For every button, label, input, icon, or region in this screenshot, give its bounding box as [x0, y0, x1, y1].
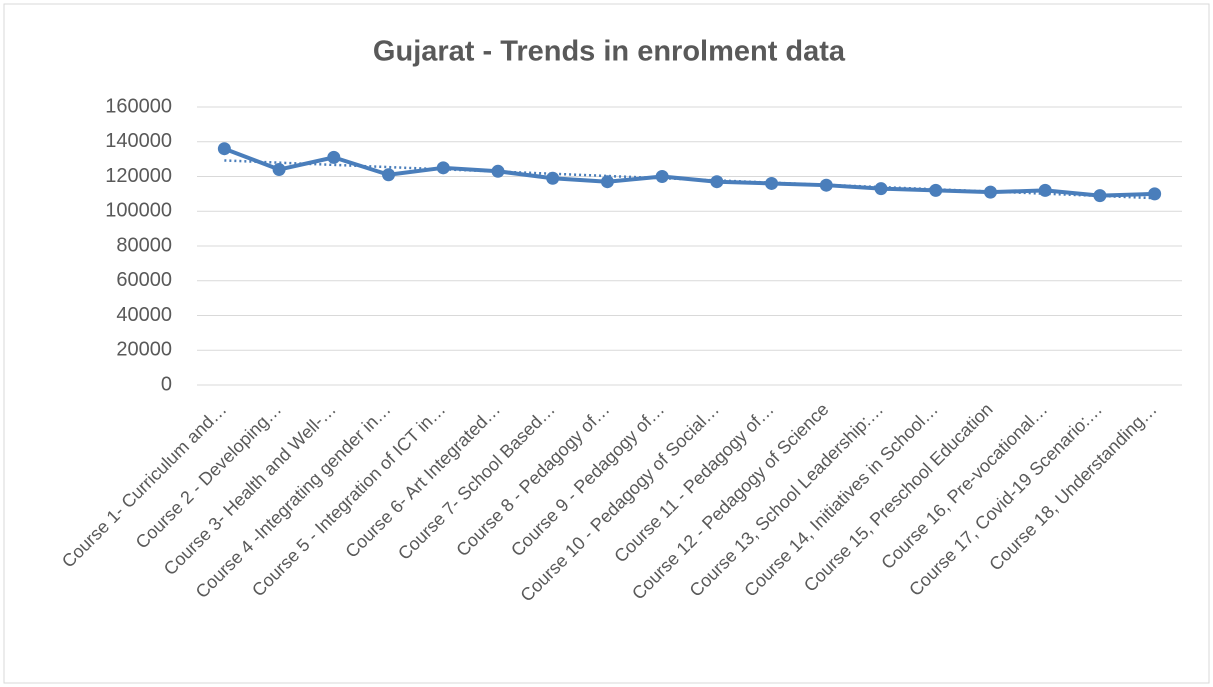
data-point: [655, 170, 669, 183]
y-tick-label: 20000: [116, 339, 172, 361]
chart-title: Gujarat - Trends in enrolment data: [373, 36, 846, 68]
data-point: [983, 185, 997, 199]
y-tick-label: 160000: [105, 95, 172, 117]
y-tick-label: 80000: [116, 234, 172, 256]
data-point: [1148, 187, 1162, 201]
y-tick-label: 100000: [105, 200, 172, 222]
data-point: [272, 163, 286, 177]
data-point: [436, 161, 450, 175]
chart-frame: [3, 3, 1210, 684]
data-point: [600, 175, 614, 189]
data-point: [217, 142, 231, 156]
data-point: [1093, 189, 1107, 203]
data-line: [223, 146, 1155, 198]
y-tick-label: 120000: [105, 165, 172, 187]
data-point: [491, 164, 505, 178]
data-point: [546, 171, 560, 185]
data-point: [327, 150, 341, 164]
data-point: [929, 183, 943, 197]
y-tick-label: 60000: [116, 269, 172, 291]
data-point: [819, 178, 833, 192]
data-point: [874, 182, 888, 196]
data-point: [765, 176, 779, 190]
y-tick-label: 40000: [116, 304, 172, 326]
y-tick-label: 140000: [105, 130, 172, 152]
y-tick-label: 0: [161, 373, 172, 395]
data-point: [1038, 183, 1052, 197]
data-point: [382, 168, 396, 182]
data-point: [710, 175, 724, 189]
